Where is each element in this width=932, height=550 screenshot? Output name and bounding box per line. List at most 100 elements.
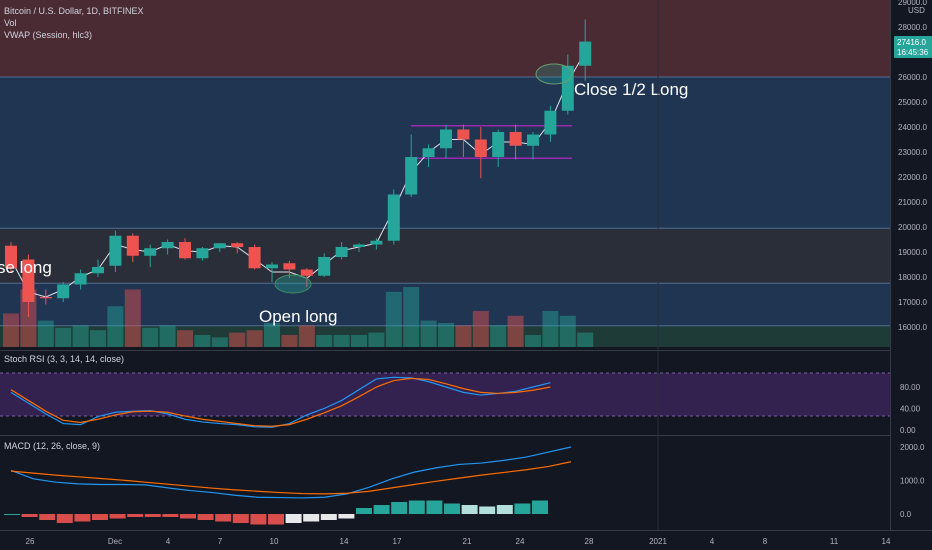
vwap-label: VWAP (Session, hlc3) [4, 30, 92, 40]
macd-hist-bar [162, 514, 179, 517]
candle-body[interactable] [544, 110, 557, 135]
candle-body[interactable] [196, 248, 209, 259]
time-tick-label: 4 [710, 537, 715, 546]
macd-hist-bar [285, 514, 302, 523]
candle-body[interactable] [126, 235, 139, 256]
macd-hist-bar [180, 514, 196, 519]
candle-body[interactable] [579, 41, 592, 66]
volume-bar [455, 325, 472, 347]
volume-bar [107, 306, 124, 347]
candle-body[interactable] [74, 273, 87, 285]
candle-body[interactable] [457, 129, 470, 140]
candle-body[interactable] [179, 242, 191, 259]
volume-bar [211, 337, 228, 347]
candle-body[interactable] [283, 263, 296, 270]
price-tick-label: 22000.0 [898, 173, 927, 182]
macd-hist-bar [39, 514, 56, 520]
macd-hist-bar [461, 505, 478, 514]
open-long-annotation: Open long [259, 307, 337, 326]
macd-axis-ticks: 2000.0 1000.0 0.0 [900, 443, 925, 519]
price-zone-3 [0, 283, 890, 326]
macd-hist-bar [250, 514, 267, 525]
candle-body[interactable] [527, 134, 539, 146]
macd-label: MACD (12, 26, close, 9) [4, 441, 100, 451]
macd-hist-bar [514, 503, 531, 514]
volume-bar [124, 289, 141, 347]
volume-bar [281, 335, 298, 347]
macd-hist-bar [356, 508, 372, 514]
candle-body[interactable] [57, 284, 70, 299]
time-axis-ticks: 26 Dec 4 7 10 14 17 21 24 28 2021 4 8 11 14 [26, 537, 891, 546]
macd-tick-label: 1000.0 [900, 477, 925, 486]
candle-body[interactable] [5, 245, 17, 269]
candle-body[interactable] [266, 264, 278, 269]
time-tick-label: 7 [218, 537, 223, 546]
vol-label: Vol [4, 18, 17, 28]
candle-body[interactable] [335, 247, 348, 257]
currency-label: USD [908, 6, 925, 15]
macd-hist-bar [479, 506, 496, 514]
symbol-title: Bitcoin / U.S. Dollar, 1D, BITFINEX [4, 6, 144, 16]
macd-hist-bar [338, 514, 355, 519]
last-price-tag [894, 36, 932, 58]
candle-body[interactable] [474, 139, 487, 158]
volume-bar [490, 325, 507, 347]
stoch-lines [10, 376, 551, 428]
volume-bar [72, 325, 89, 347]
volume-bar [525, 335, 541, 347]
price-zone-4 [0, 325, 890, 347]
macd-hist-bar [391, 502, 408, 514]
price-zone-1 [0, 77, 890, 229]
price-tick-label: 23000.0 [898, 148, 927, 157]
candle-body[interactable] [387, 194, 400, 241]
macd-hist-bar [268, 514, 284, 525]
candle-body[interactable] [231, 243, 244, 247]
candle-body[interactable] [92, 267, 104, 274]
volume-bar [542, 311, 559, 347]
price-tick-label: 16000.0 [898, 323, 927, 332]
volume-bar [438, 323, 454, 347]
candle-body[interactable] [109, 235, 122, 266]
candle-body[interactable] [213, 243, 226, 249]
price-tick-label: 25000.0 [898, 98, 927, 107]
price-tick-label: 19000.0 [898, 248, 927, 257]
macd-hist-bar [4, 514, 20, 515]
time-axis-bg[interactable] [0, 530, 932, 550]
candle-body[interactable] [370, 240, 383, 245]
candle-body[interactable] [405, 157, 418, 195]
price-tick-label: 24000.0 [898, 123, 927, 132]
macd-hist-bar [373, 505, 390, 514]
candle-body[interactable] [161, 242, 174, 249]
price-tick-label: 20000.0 [898, 223, 927, 232]
candle-body[interactable] [353, 244, 365, 248]
macd-hist-bar [320, 514, 337, 520]
price-axis-ticks: 29000.028000.027000.026000.025000.024000… [898, 0, 927, 332]
volume-bar [507, 315, 524, 347]
candle-body[interactable] [39, 297, 52, 299]
macd-hist-bar [144, 514, 161, 517]
candle-body[interactable] [248, 247, 261, 269]
candle-body[interactable] [509, 132, 522, 146]
macd-hist-bar [56, 514, 73, 523]
candle-body[interactable] [144, 248, 157, 256]
stoch-tick-label: 80.00 [900, 383, 921, 392]
volume-bar [20, 289, 37, 347]
volume-bar [559, 315, 576, 347]
volume-bar [246, 330, 263, 347]
macd-hist-bar [496, 505, 513, 514]
time-tick-label: 8 [763, 537, 768, 546]
candle-body[interactable] [300, 269, 313, 276]
price-axis-bg[interactable] [890, 0, 932, 530]
volume-bar [37, 320, 54, 347]
candle-body[interactable] [22, 259, 35, 303]
candle-body[interactable] [422, 148, 435, 157]
candle-body[interactable] [318, 257, 331, 276]
volume-bar [90, 330, 106, 347]
candle-body[interactable] [440, 129, 452, 149]
price-tick-label: 17000.0 [898, 298, 927, 307]
macd-hist-bar [232, 514, 249, 523]
volume-bar [333, 335, 350, 347]
candle-body[interactable] [492, 132, 505, 157]
macd-hist-bar [127, 514, 144, 517]
